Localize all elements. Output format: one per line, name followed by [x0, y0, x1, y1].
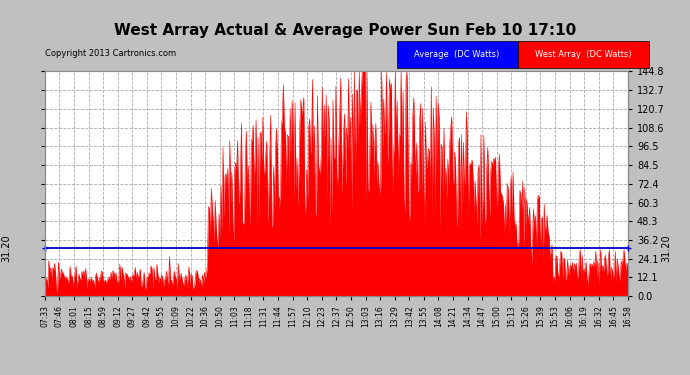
Text: Copyright 2013 Cartronics.com: Copyright 2013 Cartronics.com: [45, 49, 176, 58]
Text: 31.20: 31.20: [1, 234, 11, 262]
Text: West Array  (DC Watts): West Array (DC Watts): [535, 50, 631, 59]
Text: Average  (DC Watts): Average (DC Watts): [415, 50, 500, 59]
Text: 31.20: 31.20: [662, 234, 672, 262]
Text: West Array Actual & Average Power Sun Feb 10 17:10: West Array Actual & Average Power Sun Fe…: [114, 22, 576, 38]
